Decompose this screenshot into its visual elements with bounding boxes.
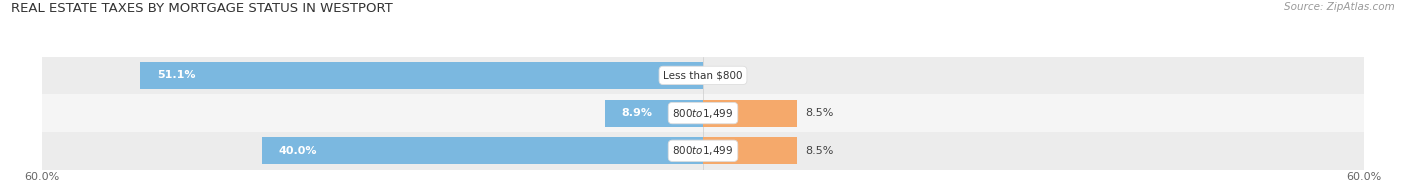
Bar: [141, 62, 703, 89]
Bar: [703, 137, 797, 164]
Text: 51.1%: 51.1%: [156, 70, 195, 80]
Bar: [703, 99, 797, 127]
Text: 8.9%: 8.9%: [621, 108, 652, 118]
Text: $800 to $1,499: $800 to $1,499: [672, 144, 734, 157]
Text: Source: ZipAtlas.com: Source: ZipAtlas.com: [1284, 2, 1395, 12]
Text: Less than $800: Less than $800: [664, 70, 742, 80]
Bar: [605, 99, 703, 127]
Bar: [42, 94, 1364, 132]
Text: 40.0%: 40.0%: [278, 146, 318, 156]
Bar: [263, 137, 703, 164]
Bar: [42, 132, 1364, 170]
Text: 8.5%: 8.5%: [806, 108, 834, 118]
Text: 8.5%: 8.5%: [806, 146, 834, 156]
Bar: [42, 57, 1364, 94]
Text: $800 to $1,499: $800 to $1,499: [672, 107, 734, 120]
Text: REAL ESTATE TAXES BY MORTGAGE STATUS IN WESTPORT: REAL ESTATE TAXES BY MORTGAGE STATUS IN …: [11, 2, 394, 15]
Text: 0.0%: 0.0%: [711, 70, 740, 80]
